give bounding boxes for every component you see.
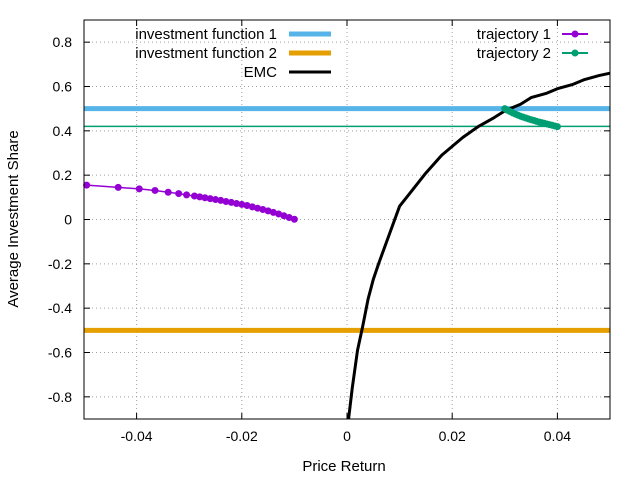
trajectory-1-point-22 (269, 208, 277, 216)
trajectory-1-point-8 (196, 193, 204, 201)
trajectory-1-point-13 (222, 198, 230, 206)
horizontal-lines (84, 106, 610, 333)
trajectory-1-point-19 (254, 204, 262, 212)
trajectory-1-point-9 (201, 194, 209, 202)
trajectory-1-point-17 (243, 202, 251, 210)
emc-line (347, 71, 611, 420)
legend-marker-trajectory-2 (571, 49, 579, 57)
y-tick-label-1: -0.6 (48, 345, 72, 361)
trajectory-1-point-16 (238, 200, 246, 208)
y-axis-label: Average Investment Share (5, 130, 22, 307)
legend-label-investment-function-1: investment function 1 (135, 26, 277, 43)
legend-label-investment-function-2: investment function 2 (135, 45, 277, 62)
trajectory-1-point-10 (206, 195, 214, 203)
x-tick-label-2: 0 (343, 428, 351, 444)
trajectory-1-point-11 (212, 196, 219, 204)
trajectory-1-point-6 (183, 191, 191, 199)
trajectory-1-point-21 (264, 207, 272, 215)
tick-labels: -0.04 -0.02 0 0.02 0.04 -0.8 -0.6 -0.4 -0.2 0 0.2 0… (48, 34, 571, 444)
trajectory-1-point-4 (164, 188, 172, 196)
series-layer (83, 71, 611, 420)
trajectory-1-point-2 (135, 185, 143, 193)
trajectory-1-point-14 (227, 198, 235, 206)
legend-label-trajectory-2: trajectory 2 (477, 45, 551, 62)
trajectory-1-point-25 (285, 214, 293, 222)
x-tick-label-4: 0.04 (544, 428, 571, 444)
legend-right: trajectory 1 trajectory 2 (477, 26, 588, 62)
trajectory-1-point-18 (248, 203, 256, 211)
trajectory-1-point-23 (275, 210, 283, 218)
y-tick-label-8: 0.8 (53, 34, 73, 50)
trajectory-1-point-24 (280, 212, 288, 220)
trajectory-1-point-7 (190, 192, 198, 200)
trajectory-1-point-0 (83, 181, 91, 189)
legend-label-emc: EMC (244, 64, 278, 81)
trajectory-2-point-20 (553, 123, 561, 131)
trajectory-1-point-26 (290, 215, 298, 223)
trajectory-1-point-12 (217, 196, 225, 204)
x-tick-label-1: -0.02 (226, 428, 258, 444)
x-tick-label-0: -0.04 (121, 428, 153, 444)
y-tick-label-4: 0 (64, 212, 72, 228)
legend-marker-trajectory-1 (571, 30, 579, 38)
x-axis-label: Price Return (302, 458, 385, 475)
trajectory-1-point-1 (114, 183, 122, 191)
x-tick-label-3: 0.02 (439, 428, 466, 444)
y-tick-label-2: -0.4 (48, 300, 72, 316)
trajectory-1-point-3 (151, 186, 159, 194)
trajectory-1-point-5 (175, 190, 183, 198)
axes (84, 20, 610, 419)
y-tick-label-7: 0.6 (53, 79, 73, 95)
trajectory-1-point-20 (259, 206, 267, 214)
plot-border (83, 19, 611, 420)
y-tick-label-6: 0.4 (53, 123, 73, 139)
legend-label-trajectory-1: trajectory 1 (477, 26, 551, 43)
trajectory-1-point-15 (233, 200, 241, 208)
legend-left: investment function 1 investment functio… (135, 26, 331, 81)
y-tick-label-0: -0.8 (48, 389, 72, 405)
grid (84, 20, 610, 419)
y-tick-label-3: -0.2 (48, 256, 72, 272)
y-tick-label-5: 0.2 (53, 167, 73, 183)
